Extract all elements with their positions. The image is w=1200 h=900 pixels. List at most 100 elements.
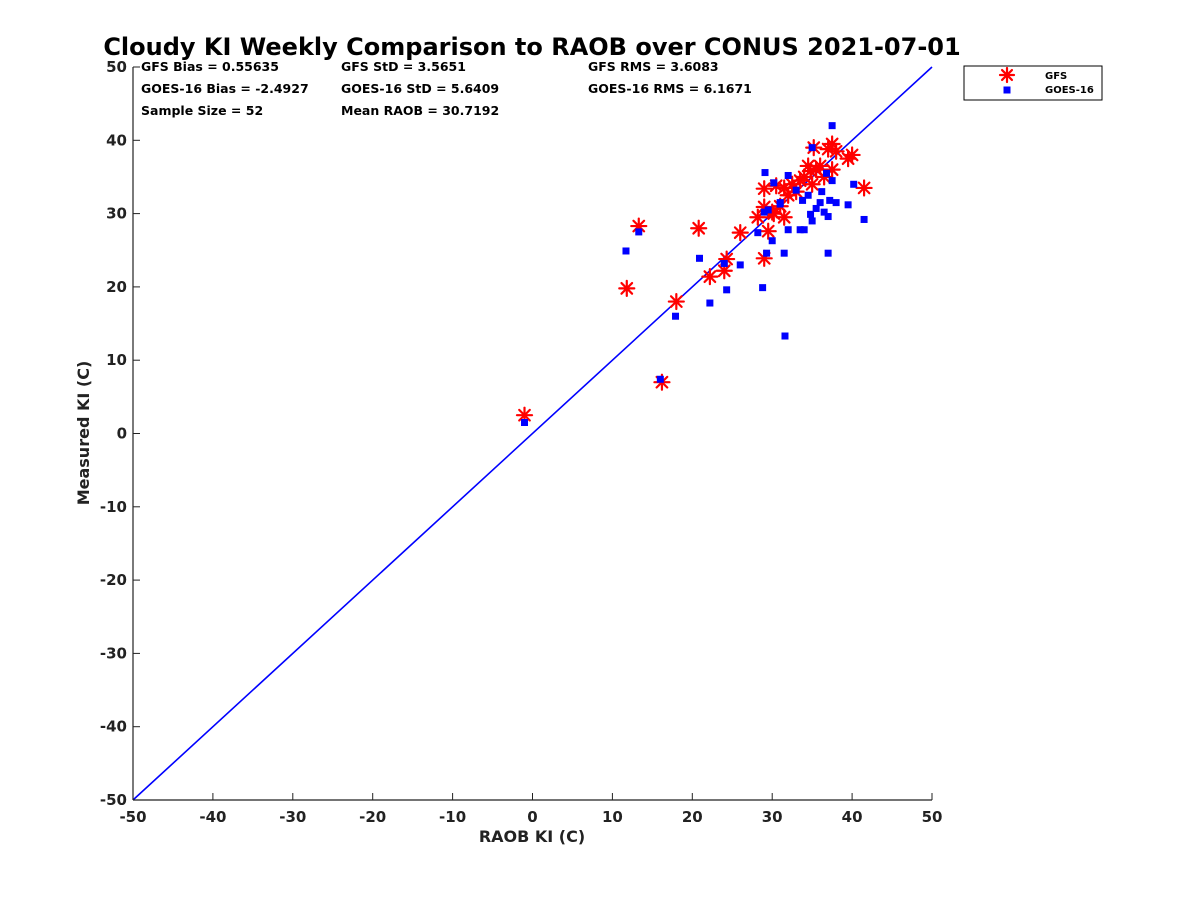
goes16-point: [818, 188, 826, 196]
goes16-point: [761, 169, 769, 177]
goes16-point: [781, 332, 789, 340]
goes16-point: [780, 249, 788, 257]
stat-gfs-std: GFS StD = 3.5651: [341, 59, 466, 74]
goes16-point: [792, 186, 800, 194]
goes16-point: [763, 249, 771, 257]
goes16-point: [695, 254, 703, 262]
goes16-point: [820, 208, 828, 216]
y-tick-label: 30: [106, 205, 127, 223]
gfs-point: [801, 162, 820, 180]
x-tick-label: -20: [359, 808, 386, 826]
y-tick-label: 10: [106, 351, 127, 369]
x-tick-label: -50: [119, 808, 146, 826]
legend: GFS GOES-16: [963, 65, 1103, 101]
goes16-series: [521, 122, 868, 427]
gfs-point: [765, 205, 783, 223]
gfs-point: [759, 222, 777, 240]
x-axis-label: RAOB KI (C): [479, 827, 585, 846]
gfs-point: [731, 224, 749, 242]
goes16-point: [723, 286, 731, 294]
x-tick-label: -40: [199, 808, 226, 826]
goes16-point: [720, 259, 728, 267]
goes16-point: [812, 204, 820, 212]
goes16-point: [768, 237, 776, 245]
legend-gfs-label: GFS: [1045, 71, 1067, 82]
y-axis-ticks: 50 40 30 20 10 0 -10 -20 -30 -40 -50: [100, 58, 140, 809]
x-axis-ticks: -50 -40 -30 -20 -10 0 10 20 30 40 50: [119, 793, 942, 826]
x-tick-label: 30: [762, 808, 783, 826]
goes16-point: [860, 215, 868, 223]
gfs-point: [618, 279, 636, 297]
gfs-point: [749, 208, 767, 226]
goes16-point: [784, 226, 792, 234]
y-tick-label: 40: [106, 131, 127, 149]
goes16-point: [844, 201, 852, 209]
goes16-point: [804, 191, 812, 199]
goes16-point: [832, 199, 840, 207]
y-tick-label: 0: [117, 425, 127, 443]
goes16-point: [760, 208, 768, 216]
stat-sample-size: Sample Size = 52: [141, 103, 263, 118]
x-tick-label: -30: [279, 808, 306, 826]
goes16-point: [754, 229, 762, 237]
goes16-point: [826, 196, 834, 204]
gfs-point: [755, 180, 773, 198]
goes16-point: [824, 249, 832, 257]
legend-gfs-asterisk: [998, 66, 1016, 84]
goes16-point: [808, 217, 816, 225]
goes16-point: [828, 177, 836, 185]
legend-gfs-marker: [998, 66, 1016, 84]
x-tick-label: -10: [439, 808, 466, 826]
goes16-point: [807, 210, 815, 218]
y-tick-label: -20: [100, 571, 127, 589]
stat-goes-rms: GOES-16 RMS = 6.1671: [588, 81, 752, 96]
gfs-point: [803, 175, 821, 193]
goes16-point: [850, 180, 858, 188]
y-tick-label: -50: [100, 791, 127, 809]
stat-gfs-bias: GFS Bias = 0.55635: [141, 59, 279, 74]
gfs-point: [843, 146, 861, 164]
y-tick-label: -30: [100, 644, 127, 662]
stat-mean-raob: Mean RAOB = 30.7192: [341, 103, 499, 118]
goes16-point: [759, 284, 767, 292]
stat-goes-std: GOES-16 StD = 5.6409: [341, 81, 499, 96]
y-tick-label: 20: [106, 278, 127, 296]
stat-goes-bias: GOES-16 Bias = -2.4927: [141, 81, 309, 96]
legend-box: [963, 65, 1103, 101]
x-tick-label: 0: [527, 808, 537, 826]
stat-gfs-rms: GFS RMS = 3.6083: [588, 59, 719, 74]
goes16-point: [736, 261, 744, 269]
goes16-point: [635, 228, 643, 236]
legend-goes16-square: [1003, 86, 1011, 94]
goes16-point: [764, 206, 772, 214]
goes16-point: [622, 247, 630, 255]
goes16-point: [828, 122, 836, 130]
gfs-point: [815, 168, 833, 186]
gfs-point: [701, 268, 719, 286]
gfs-point: [715, 262, 733, 280]
goes16-point: [776, 200, 784, 208]
goes16-point: [816, 199, 824, 207]
chart-title: Cloudy KI Weekly Comparison to RAOB over…: [103, 33, 960, 61]
goes16-point: [656, 375, 664, 383]
x-tick-label: 20: [682, 808, 703, 826]
gfs-point: [855, 179, 873, 197]
goes16-point: [521, 419, 529, 427]
x-tick-label: 50: [922, 808, 943, 826]
gfs-point: [667, 292, 685, 311]
goes16-point: [770, 179, 778, 187]
goes16-point: [799, 196, 807, 204]
y-tick-label: -40: [100, 718, 127, 736]
goes16-point: [784, 171, 792, 179]
goes16-point: [808, 144, 816, 152]
legend-goes16-marker: [1003, 86, 1011, 94]
y-tick-label: -10: [100, 498, 127, 516]
x-tick-label: 10: [602, 808, 623, 826]
legend-goes16-label: GOES-16: [1045, 85, 1094, 96]
goes16-point: [706, 299, 714, 307]
gfs-point: [690, 219, 708, 237]
gfs-point: [515, 406, 534, 424]
y-tick-label: 50: [106, 58, 127, 76]
y-axis-label: Measured KI (C): [74, 361, 93, 506]
